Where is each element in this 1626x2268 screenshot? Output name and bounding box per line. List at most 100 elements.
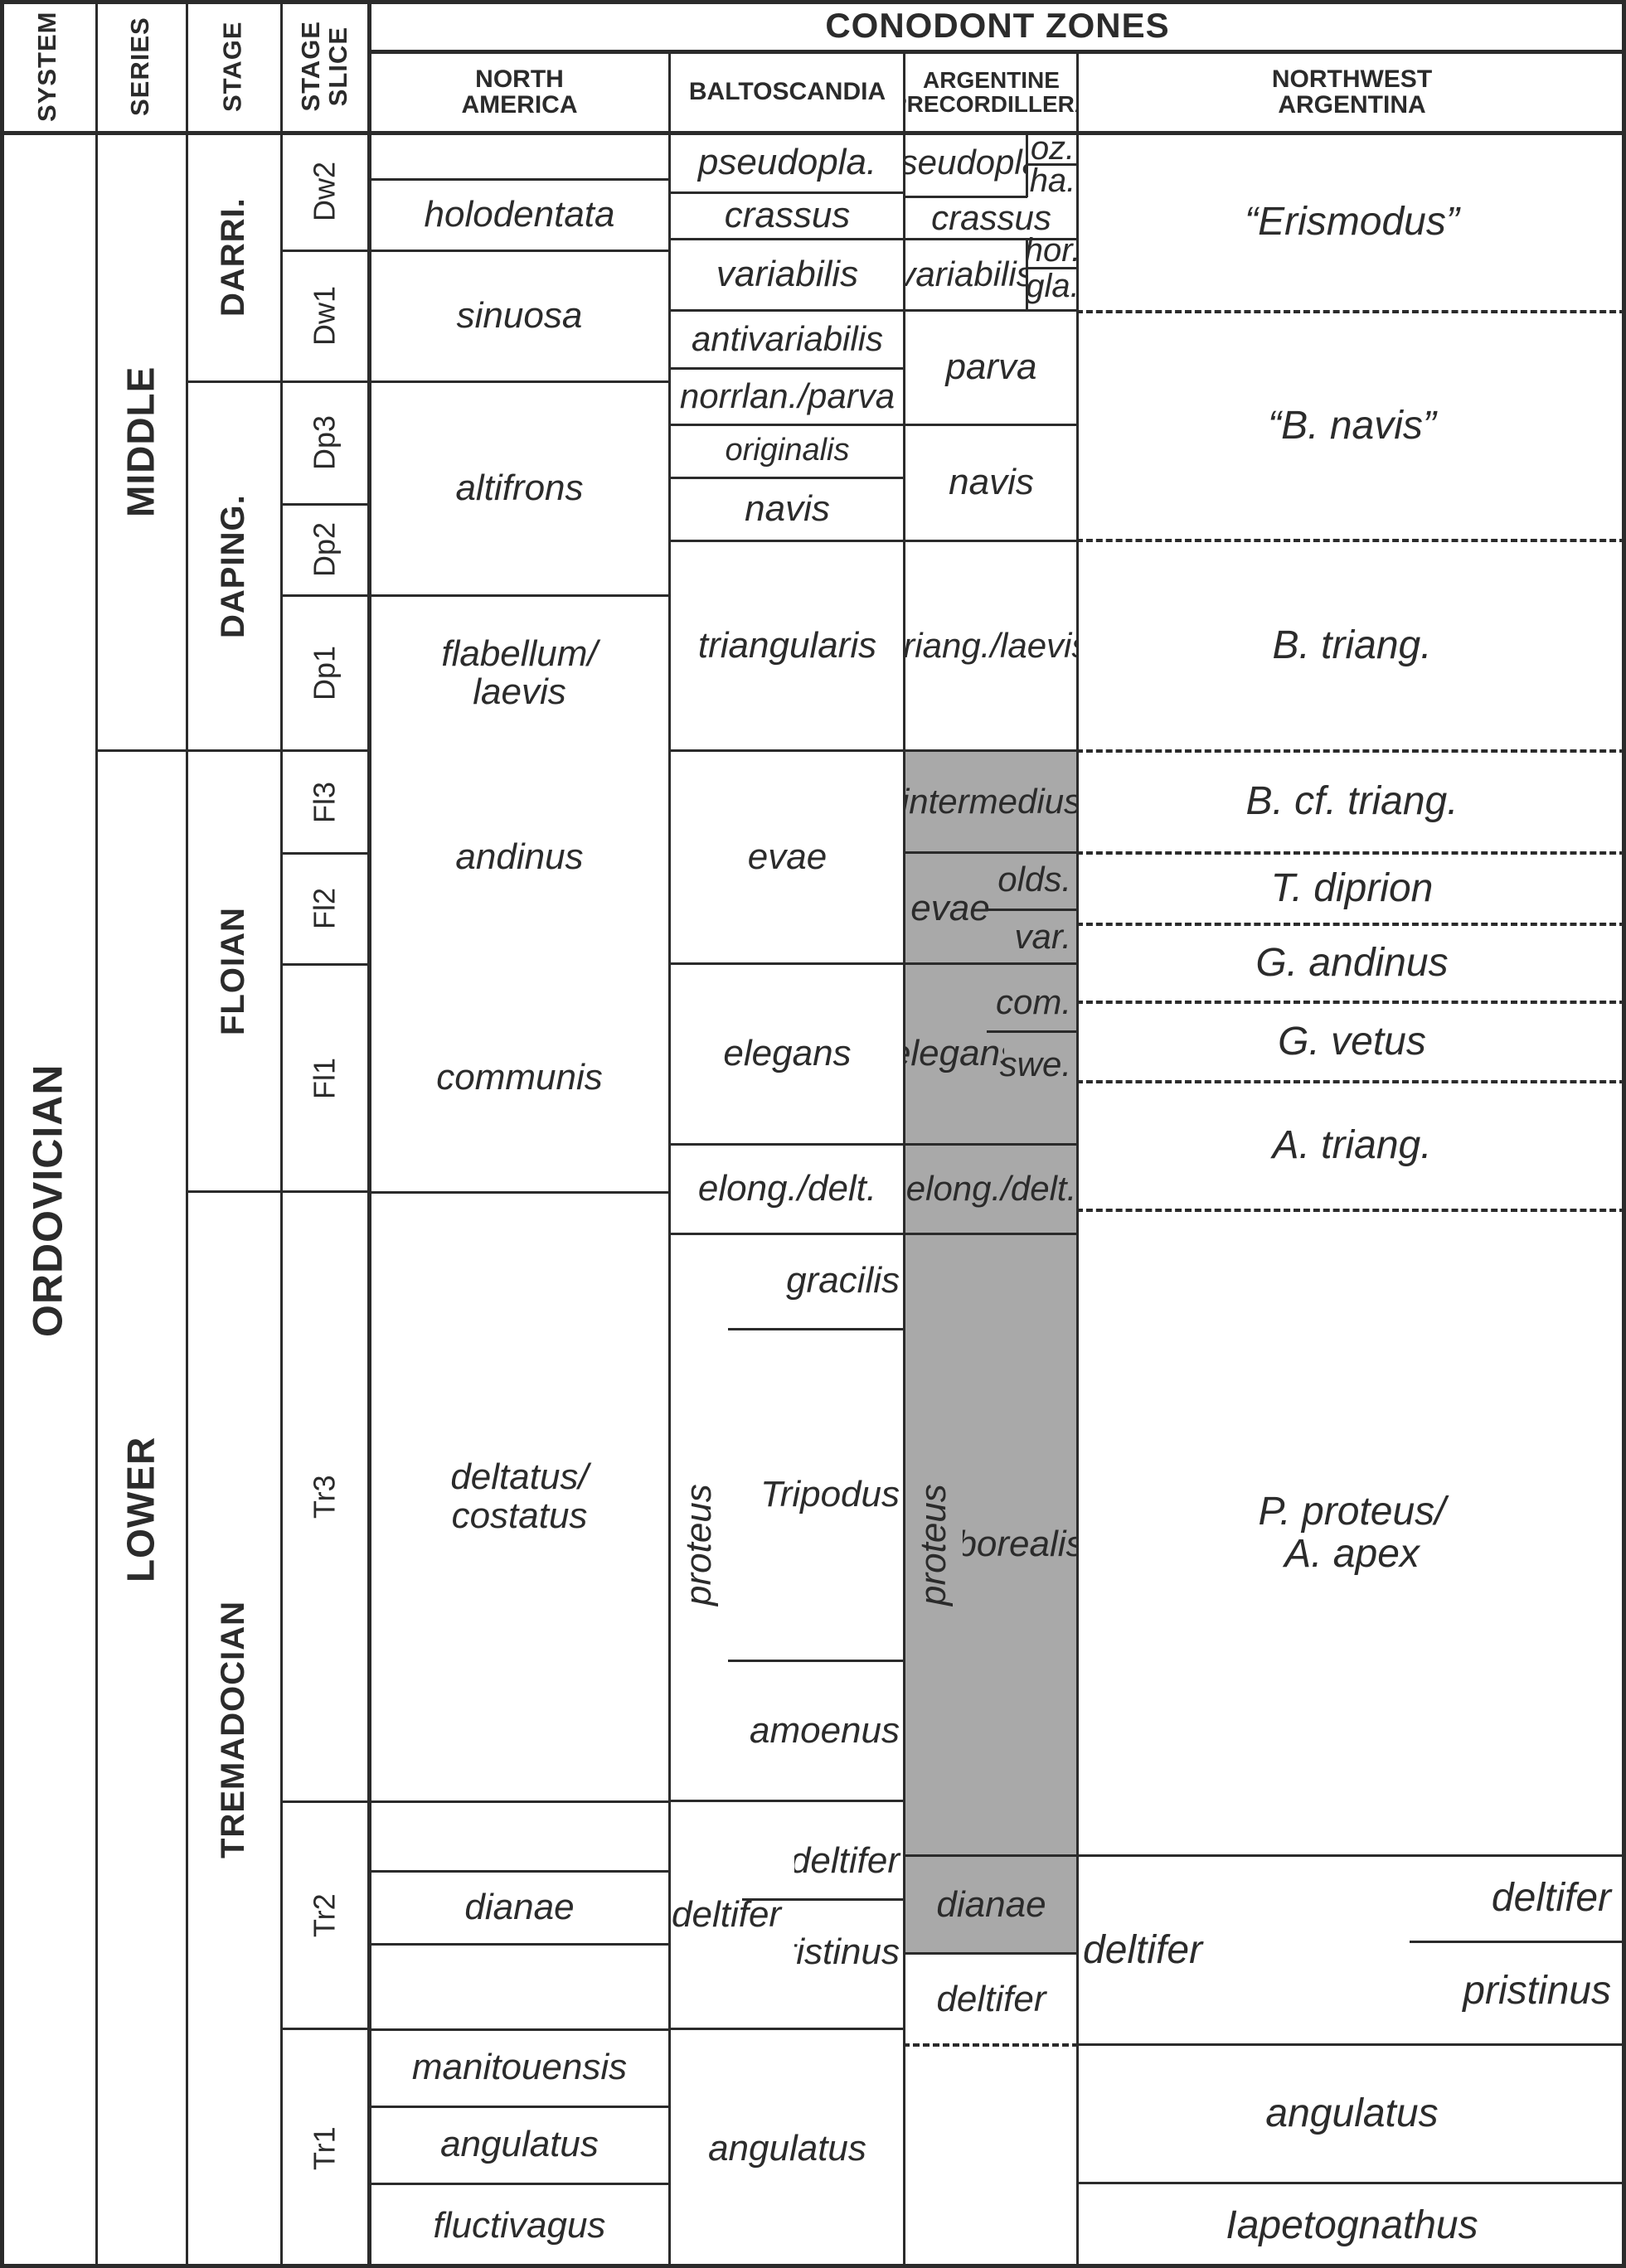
na-fluctivagus: fluctivagus bbox=[433, 2204, 606, 2246]
hline-slice-dp3-dp2 bbox=[280, 503, 369, 506]
hline-na-dianae-blank2 bbox=[367, 1943, 670, 1946]
nw-b-triang: B. triang. bbox=[1272, 623, 1432, 667]
ap-com: com. bbox=[995, 982, 1071, 1022]
stage-slice-tr3: Tr3 bbox=[307, 1475, 342, 1519]
stage-slice-dp3: Dp3 bbox=[307, 414, 342, 471]
nw-iapetognathus: Iapetognathus bbox=[1226, 2203, 1478, 2247]
hline-nw-pristinus-angulatus bbox=[1076, 2043, 1626, 2046]
hline-ap-evae-elegans bbox=[903, 962, 1079, 965]
stage-floian: FLOIAN bbox=[215, 907, 251, 1036]
ap-ha: ha. bbox=[1029, 164, 1076, 197]
hline-na-holodentata-sinuosa bbox=[367, 250, 670, 252]
vline-system-series bbox=[95, 0, 98, 2268]
bs-gracilis: gracilis bbox=[786, 1260, 900, 1301]
ap-deltifer: deltifer bbox=[936, 1978, 1046, 2019]
hline-na-altifrons-flabellum bbox=[367, 594, 670, 597]
ap-navis: navis bbox=[949, 461, 1034, 502]
nw-b-navis: “B. navis” bbox=[1268, 403, 1436, 448]
vline-ap-nw bbox=[1076, 51, 1079, 2268]
ap-oz: oz. bbox=[1030, 133, 1075, 164]
header-northwest-argentina: NORTHWEST ARGENTINA bbox=[1078, 51, 1626, 133]
hline-ap-trianglaevis-intermedius bbox=[903, 749, 1079, 752]
stage-tremadocian: TREMADOCIAN bbox=[215, 1601, 251, 1859]
hline-slice-fl2-fl1 bbox=[280, 963, 369, 966]
stage-dapingian: DAPING. bbox=[215, 494, 251, 638]
nw-deltifer-group: deltifer bbox=[1083, 1927, 1203, 1972]
na-dianae: dianae bbox=[464, 1886, 575, 1927]
hline-ap-parva-navis bbox=[903, 424, 1079, 426]
dash-nw-gvetus-atriang bbox=[1076, 1080, 1626, 1083]
dash-nw-bnavis-btriang bbox=[1076, 539, 1626, 542]
hline-title-bottom bbox=[367, 50, 1626, 54]
hline-na-blank-dianae bbox=[367, 1870, 670, 1873]
hline-na-manitouensis-top bbox=[367, 2028, 670, 2031]
header-system: SYSTEM bbox=[32, 11, 62, 122]
nw-g-vetus: G. vetus bbox=[1278, 1019, 1426, 1064]
dash-nw-erismodus-bnavis bbox=[1076, 310, 1626, 313]
bs-triangularis: triangularis bbox=[697, 624, 877, 666]
system-ordovician: ORDOVICIAN bbox=[24, 1064, 71, 1337]
ap-elong-delt: elong./delt. bbox=[905, 1168, 1077, 1208]
hline-bs-elegans-elongdelt bbox=[668, 1143, 905, 1146]
na-altifrons: altifrons bbox=[455, 467, 584, 508]
header-conodont-zones-title: CONODONT ZONES bbox=[825, 5, 1170, 45]
hline-bs-navis-triangularis bbox=[668, 540, 905, 542]
stage-slice-fl1: Fl1 bbox=[307, 1057, 342, 1099]
hline-na-manitouensis-angulatus bbox=[367, 2106, 670, 2108]
nw-p-proteus-line1: P. proteus/ bbox=[1258, 1490, 1446, 1534]
bs-deltifer-group: deltifer bbox=[672, 1894, 782, 1936]
ap-olds: olds. bbox=[997, 860, 1071, 899]
hline-bs-pseudopla-crassus bbox=[668, 191, 905, 194]
vline-ap-hor-gla-divider bbox=[1026, 239, 1028, 310]
ap-elegans: elegans bbox=[905, 1033, 1004, 1074]
hline-ap-dianae-deltifer bbox=[903, 1952, 1079, 1955]
nw-a-triang: A. triang. bbox=[1272, 1123, 1432, 1168]
bs-evae: evae bbox=[747, 836, 828, 878]
nw-t-diprion: T. diprion bbox=[1270, 865, 1434, 910]
bs-proteus: proteus bbox=[677, 1484, 719, 1606]
na-deltatus-costatus: deltatus/ costatus bbox=[369, 1192, 670, 1801]
hline-bs-crassus-variabilis bbox=[668, 238, 905, 240]
dash-nw-btriang-bcftriang bbox=[1076, 749, 1626, 753]
srule-bs-elongdelt-under bbox=[728, 1233, 905, 1235]
vline-bs-ap bbox=[903, 51, 905, 2268]
ap-variabilis: variabilis bbox=[905, 254, 1027, 293]
hline-bs-variabilis-antivariabilis bbox=[668, 309, 905, 312]
bs-crassus: crassus bbox=[724, 194, 851, 235]
hline-ap-variabilis-parva bbox=[903, 309, 1079, 312]
stage-slice-fl3: Fl3 bbox=[307, 781, 342, 823]
header-series: SERIES bbox=[125, 17, 155, 116]
hline-bs-triangularis-evae bbox=[668, 749, 905, 752]
bs-elong-delt: elong./delt. bbox=[697, 1167, 877, 1209]
stage-darriwilian: DARRI. bbox=[215, 197, 251, 317]
hline-bs-evae-elegans bbox=[668, 962, 905, 965]
na-holodentata: holodentata bbox=[424, 193, 615, 235]
ap-pseudopla: pseudopla. bbox=[905, 142, 1027, 182]
header-baltoscandia: BALTOSCANDIA bbox=[688, 78, 886, 106]
na-manitouensis: manitouensis bbox=[411, 2047, 628, 2088]
srule-bs-gracilis-under bbox=[728, 1328, 905, 1330]
bs-pristinus: pristinus bbox=[794, 1931, 900, 1972]
bs-amoenus: amoenus bbox=[749, 1709, 900, 1751]
header-argentine-line1: ARGENTINE bbox=[923, 66, 1060, 93]
ap-crassus: crassus bbox=[931, 197, 1051, 237]
ap-intermedius: intermedius bbox=[905, 782, 1078, 821]
hline-series-middle-lower bbox=[95, 749, 369, 752]
hline-na-sinuosa-altifrons bbox=[367, 380, 670, 383]
ap-borealis: borealis bbox=[963, 1524, 1078, 1565]
ap-proteus: proteus bbox=[912, 1484, 954, 1606]
hline-na-communis-deltatus bbox=[367, 1191, 670, 1194]
header-stage-slice-line1: STAGE bbox=[295, 21, 325, 112]
hline-slice-dp2-dp1 bbox=[280, 594, 369, 597]
na-flabellum-line1: flabellum/ bbox=[441, 632, 598, 674]
hline-ap-navis-trianglaevis bbox=[903, 540, 1079, 542]
vline-na-bs bbox=[668, 51, 671, 2268]
hline-stage-floian-tremadocian bbox=[186, 1190, 369, 1193]
dash-ap-deltifer-bottom bbox=[903, 2043, 1079, 2047]
bs-norrlan-parva: norrlan./parva bbox=[679, 376, 896, 415]
stage-slice-tr1: Tr1 bbox=[307, 2126, 342, 2171]
header-nwargentina-line2: ARGENTINA bbox=[1278, 91, 1426, 119]
bs-angulatus: angulatus bbox=[708, 2127, 866, 2169]
na-deltatus-line1: deltatus/ bbox=[450, 1456, 589, 1498]
hline-bs-originalis-navis bbox=[668, 477, 905, 479]
